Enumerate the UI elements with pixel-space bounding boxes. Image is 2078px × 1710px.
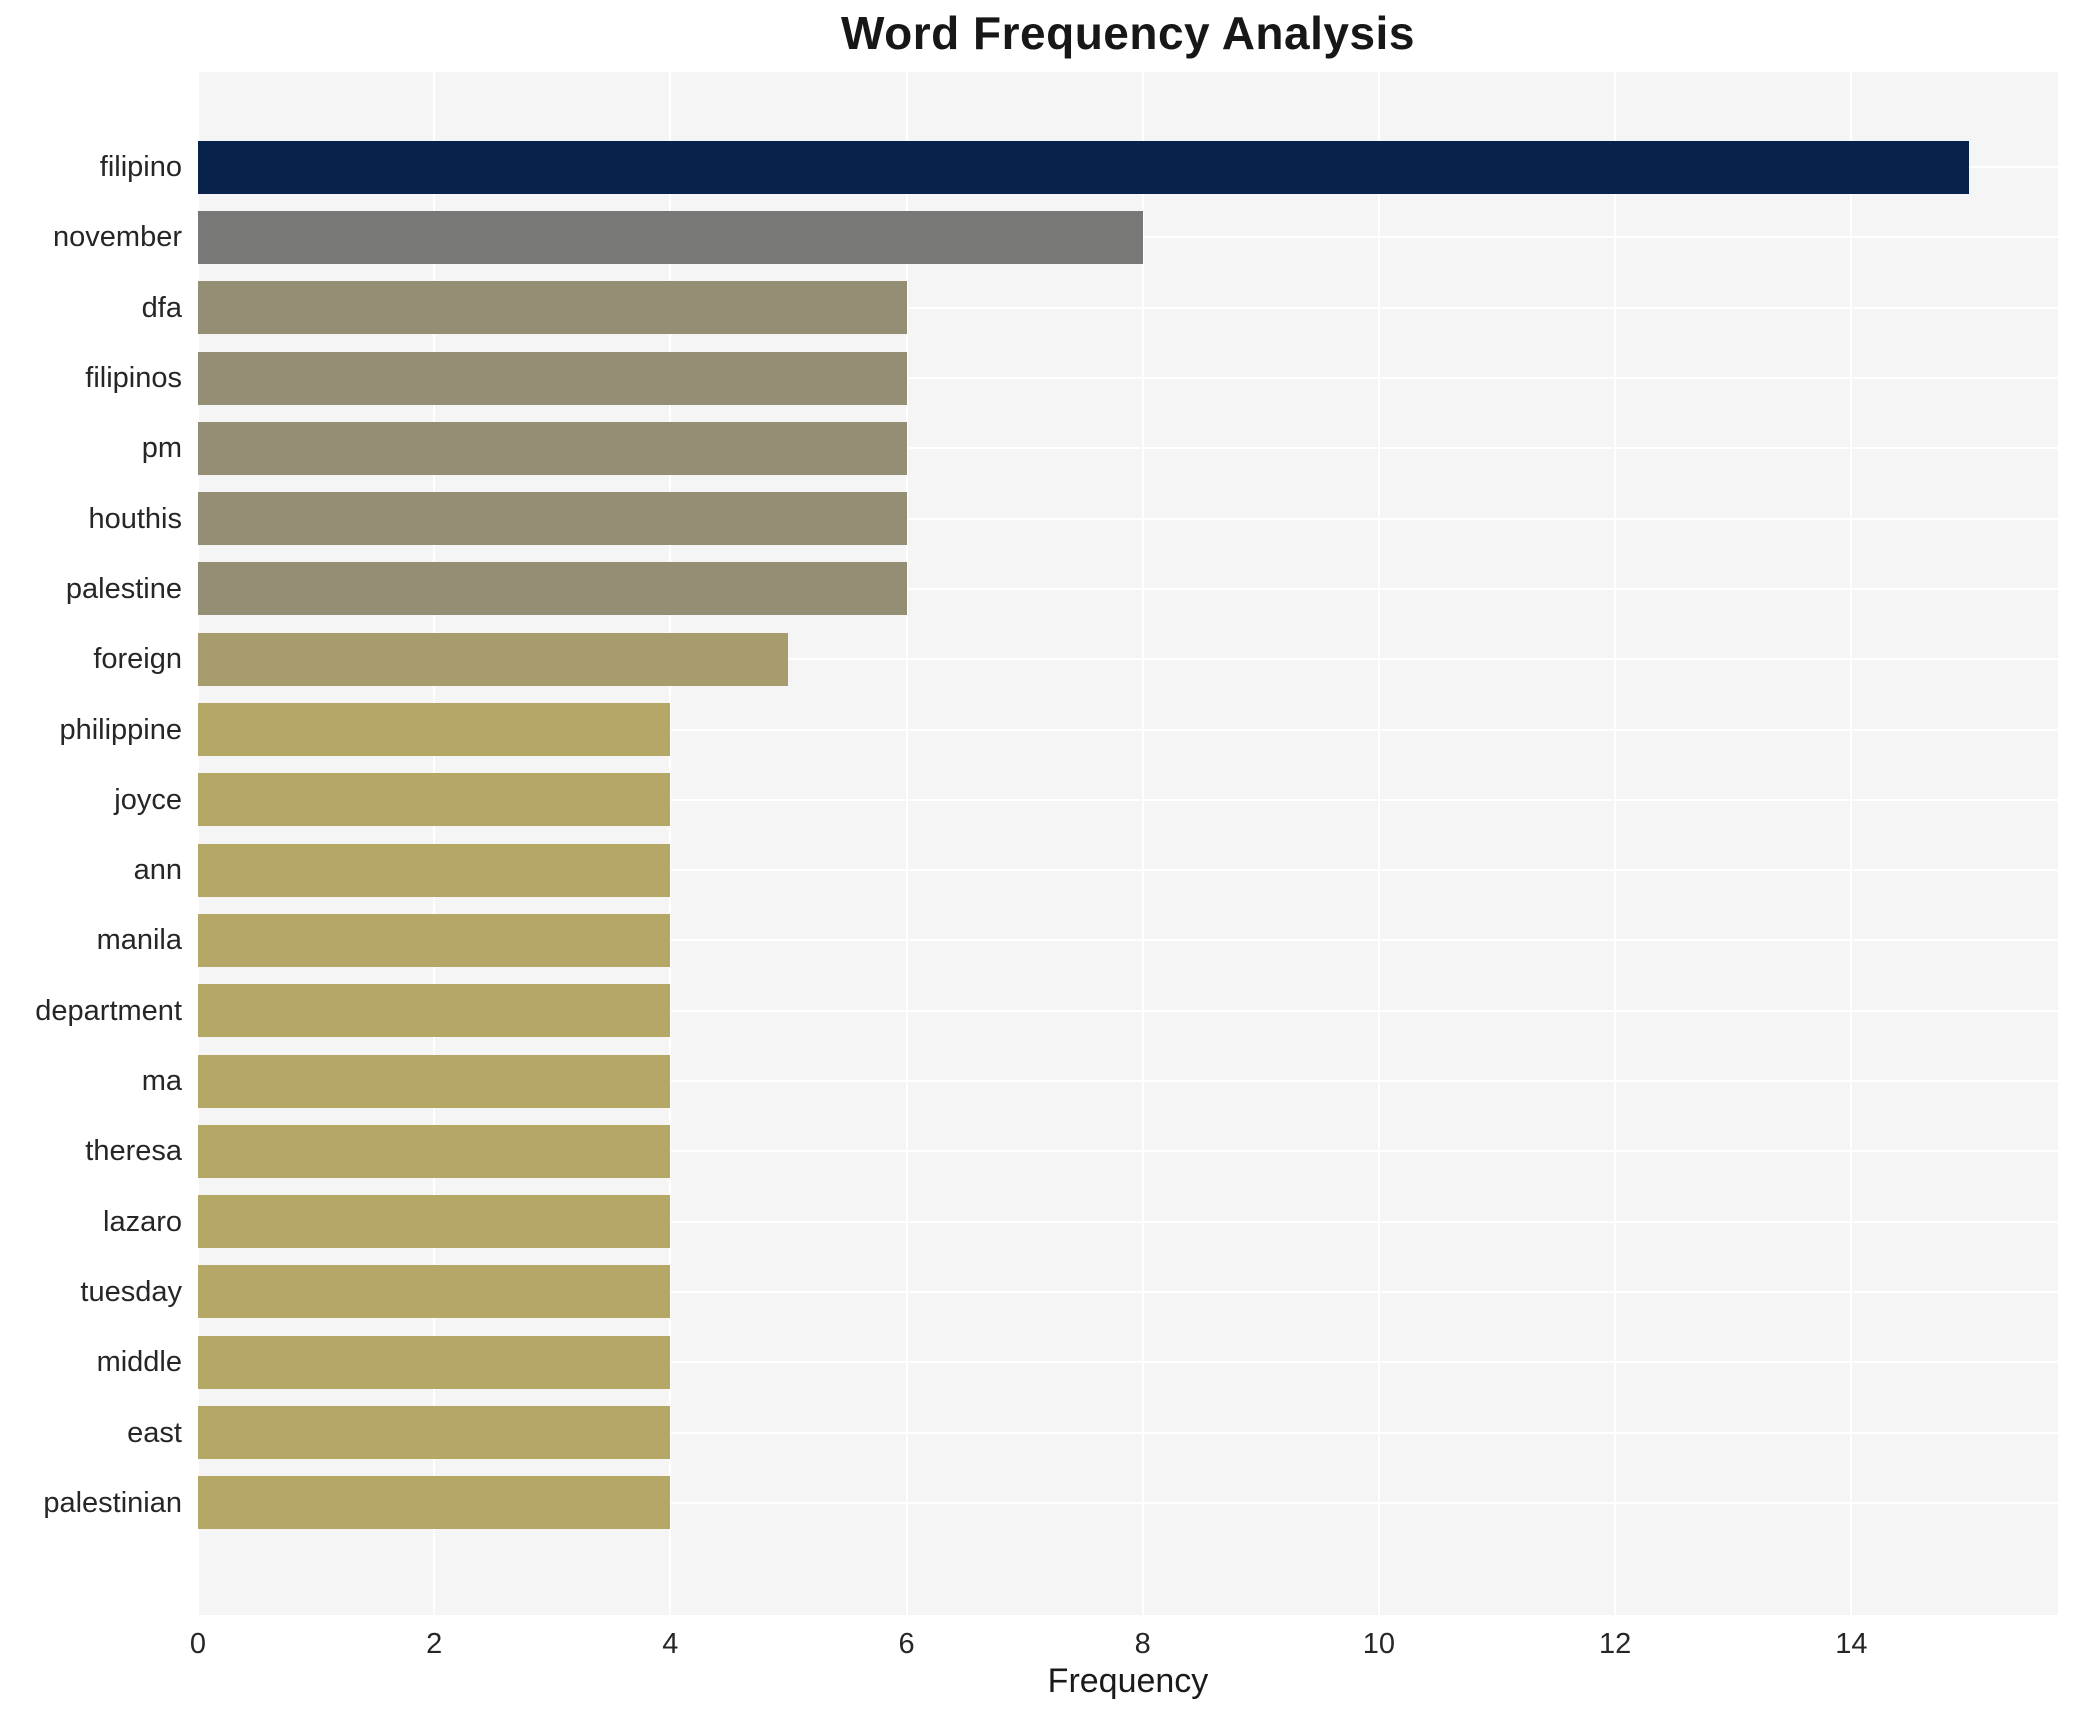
y-tick-label: palestinian	[43, 1486, 182, 1519]
y-tick-label: filipinos	[85, 362, 182, 395]
bar-houthis	[198, 492, 907, 546]
x-tick-label: 14	[1835, 1628, 1868, 1660]
grid-line-horizontal	[198, 1150, 2058, 1153]
grid-line-vertical	[197, 72, 199, 1615]
y-tick-label: middle	[96, 1346, 182, 1379]
bar-lazaro	[198, 1195, 671, 1249]
grid-line-horizontal	[198, 1009, 2058, 1012]
x-tick-label: 6	[898, 1628, 915, 1660]
grid-line-horizontal	[198, 728, 2058, 731]
y-tick-label: joyce	[114, 783, 182, 816]
bar-dfa	[198, 281, 907, 335]
x-tick-label: 2	[426, 1628, 443, 1660]
bar-middle	[198, 1335, 671, 1389]
x-tick-label: 4	[662, 1628, 679, 1660]
y-tick-label: tuesday	[80, 1275, 182, 1308]
grid-line-vertical	[669, 72, 672, 1615]
grid-line-horizontal	[198, 1080, 2058, 1083]
y-tick-label: pm	[141, 432, 182, 465]
bar-ann	[198, 843, 671, 897]
grid-line-horizontal	[198, 1431, 2058, 1434]
y-tick-label: philippine	[59, 713, 182, 746]
grid-line-horizontal	[198, 1361, 2058, 1364]
grid-line-horizontal	[198, 1501, 2058, 1504]
chart-title: Word Frequency Analysis	[841, 7, 1415, 59]
grid-line-horizontal	[198, 798, 2058, 801]
bar-tuesday	[198, 1265, 671, 1319]
bar-joyce	[198, 773, 671, 827]
bar-philippine	[198, 703, 671, 757]
grid-line-vertical	[1850, 72, 1853, 1615]
grid-line-vertical	[1377, 72, 1380, 1615]
y-tick-label: ma	[141, 1065, 182, 1098]
grid-line-horizontal	[198, 517, 2058, 520]
y-tick-label: department	[35, 994, 182, 1027]
x-axis-label: Frequency	[1047, 1662, 1209, 1700]
y-tick-label: foreign	[93, 643, 182, 676]
y-tick-label: east	[127, 1416, 182, 1449]
x-tick-label: 8	[1134, 1628, 1151, 1660]
x-tick-label: 0	[189, 1628, 207, 1660]
grid-line-horizontal	[198, 377, 2058, 380]
y-tick-label: dfa	[141, 291, 182, 324]
x-tick-label: 12	[1599, 1628, 1632, 1660]
bar-november	[198, 210, 1143, 264]
grid-line-horizontal	[198, 1220, 2058, 1223]
bar-ma	[198, 1054, 671, 1108]
grid-line-horizontal	[198, 869, 2058, 872]
bar-theresa	[198, 1124, 671, 1178]
bar-foreign	[198, 632, 789, 686]
grid-line-horizontal	[198, 1290, 2058, 1293]
y-tick-label: lazaro	[103, 1205, 182, 1238]
y-tick-label: ann	[133, 854, 182, 887]
grid-line-vertical	[905, 72, 908, 1615]
y-tick-label: november	[53, 221, 182, 254]
bar-filipino	[198, 140, 1970, 194]
grid-line-horizontal	[198, 658, 2058, 661]
y-tick-label: filipino	[99, 151, 182, 184]
bar-palestine	[198, 562, 907, 616]
bar-palestinian	[198, 1476, 671, 1530]
y-tick-label: houthis	[88, 502, 182, 535]
x-tick-label: 10	[1362, 1628, 1396, 1660]
y-tick-label: manila	[96, 924, 182, 957]
grid-line-horizontal	[198, 306, 2058, 309]
bar-department	[198, 984, 671, 1038]
bar-filipinos	[198, 351, 907, 405]
y-tick-label: palestine	[65, 572, 182, 605]
bar-manila	[198, 913, 671, 967]
grid-line-horizontal	[198, 447, 2058, 450]
bar-east	[198, 1406, 671, 1460]
y-tick-label: theresa	[85, 1135, 182, 1168]
grid-line-horizontal	[198, 939, 2058, 942]
grid-line-horizontal	[198, 587, 2058, 590]
grid-line-vertical	[433, 72, 436, 1615]
bar-pm	[198, 421, 907, 475]
grid-line-vertical	[1141, 72, 1144, 1615]
plot-area	[197, 72, 2058, 1615]
grid-line-vertical	[1614, 72, 1617, 1615]
